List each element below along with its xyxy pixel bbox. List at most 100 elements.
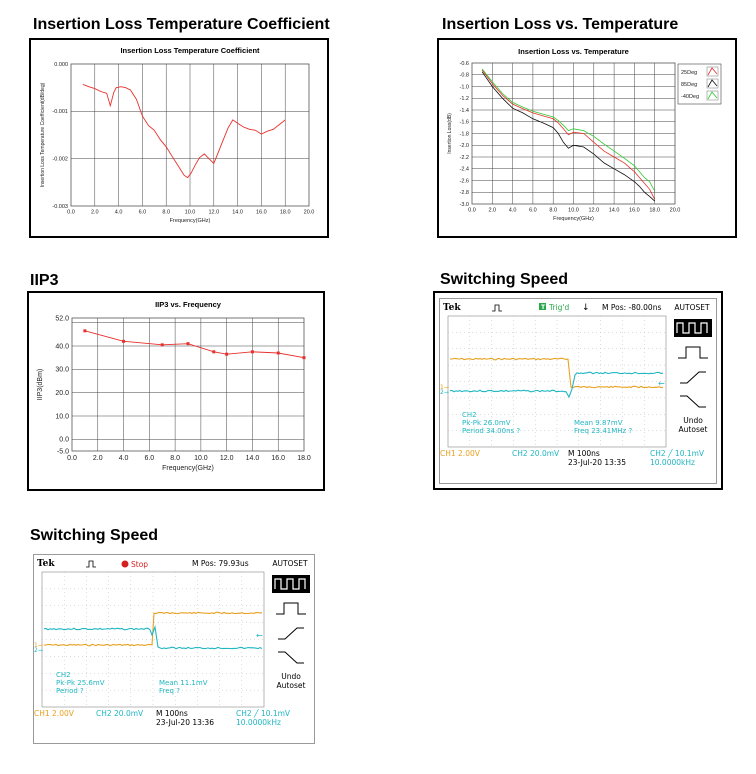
undo-autoset-label: Autoset <box>277 681 306 690</box>
multi-cycle-icon <box>676 322 708 334</box>
single-cycle-icon <box>678 346 708 359</box>
y-tick-label: 0.0 <box>59 437 69 444</box>
x-axis-label: Frequency(GHz) <box>553 216 594 222</box>
y-tick-label: -1.8 <box>460 131 469 137</box>
multi-cycle-icon <box>274 578 306 590</box>
x-tick-label: 8.0 <box>162 210 170 216</box>
x-axis-label: Frequency(GHz) <box>170 218 211 224</box>
series-line-1 <box>481 71 655 202</box>
section-title-switch-2: Switching Speed <box>30 527 159 544</box>
meas-freq: Freq 23.41MHz ? <box>574 427 632 435</box>
y-tick-label: -2.2 <box>460 155 469 161</box>
meas-channel: CH2 <box>56 671 71 679</box>
ch1-ground-marker: 1→ <box>440 384 449 391</box>
data-point <box>302 356 306 360</box>
y-axis-label: Insertion Loss(dB) <box>447 113 453 154</box>
x-tick-label: 10.0 <box>185 210 196 216</box>
scope-date: 23-Jul-20 13:36 <box>156 718 214 727</box>
x-axis-label: Frequency(GHz) <box>162 465 214 472</box>
single-cycle-icon <box>276 602 306 615</box>
scope-2-svg: Tek Stop M Pos: 79.93us AUTOSET 1→2→ ← CH2Pk-P… <box>34 559 310 727</box>
series-line-2 <box>481 68 656 192</box>
x-tick-label: 0.0 <box>67 210 75 216</box>
meas-period: Period 34.00ns ? <box>462 427 520 435</box>
x-tick-label: 8.0 <box>549 208 557 214</box>
iip3-chart-svg: IIP3 vs. Frequency 0.0 2.0 4.0 6.0 8.0 10.0 12.… <box>37 300 311 472</box>
y-tick-label: -2.8 <box>460 190 469 196</box>
y-tick-label: -1.6 <box>460 120 469 126</box>
chart-title: Insertion Loss vs. Temperature <box>518 47 629 56</box>
y-tick-label: -2.0 <box>460 143 469 149</box>
section-title-iip3: IIP3 <box>30 272 59 289</box>
x-tick-label: 4.0 <box>509 208 517 214</box>
meas-channel: CH2 <box>462 411 477 419</box>
ch2-ground-marker: 2→ <box>34 647 43 654</box>
chart-title: IIP3 vs. Frequency <box>155 300 222 309</box>
x-tick-label: 8.0 <box>170 455 180 462</box>
y-tick-label: -0.003 <box>52 204 68 210</box>
autoset-label: AUTOSET <box>674 303 710 312</box>
x-tick-label: 12.0 <box>220 455 234 462</box>
ch2-scale: CH2 20.0mV <box>96 709 144 718</box>
y-tick-label: 52.0 <box>55 315 69 322</box>
falling-edge-icon <box>680 395 706 408</box>
x-tick-label: 12.0 <box>208 210 219 216</box>
x-tick-label: 12.0 <box>588 208 599 214</box>
x-tick-label: 6.0 <box>139 210 147 216</box>
x-tick-label: 2.0 <box>93 455 103 462</box>
time-scale: M 100ns <box>156 709 188 718</box>
autoset-label: AUTOSET <box>272 559 308 568</box>
scope-panel-2: Tek Stop M Pos: 79.93us AUTOSET 1→ 2→ ← CH2 Pk-P… <box>27 548 324 748</box>
y-tick-label: 30.0 <box>55 367 69 374</box>
ch2-waveform <box>449 371 664 399</box>
data-point <box>212 350 216 354</box>
trigger-setting: CH2 ╱ 10.1mV <box>650 449 705 458</box>
trigger-level-arrow-icon: ← <box>658 379 665 388</box>
undo-label: Undo <box>683 416 703 425</box>
ch2-scale: CH2 20.0mV <box>512 449 560 458</box>
y-tick-label: -1.0 <box>460 84 469 90</box>
data-point <box>186 342 190 346</box>
ch1-ground-marker: 1→ <box>34 642 43 649</box>
legend-swatch-box <box>706 66 719 77</box>
x-tick-label: 10.0 <box>568 208 579 214</box>
x-tick-label: 18.0 <box>297 455 311 462</box>
y-tick-label: -1.2 <box>460 96 469 102</box>
undo-autoset-label: Autoset <box>679 425 708 434</box>
meas-period: Period ? <box>56 687 84 695</box>
scope-status: Trig'd <box>548 303 569 312</box>
time-scale: M 100ns <box>568 449 600 458</box>
ch1-waveform <box>449 357 664 389</box>
legend-swatch-line <box>707 79 718 88</box>
x-tick-label: 10.0 <box>194 455 208 462</box>
series-line-0 <box>481 69 656 200</box>
undo-label: Undo <box>281 672 301 681</box>
y-tick-label: 20.0 <box>55 390 69 397</box>
scope-date: 23-Jul-20 13:35 <box>568 458 626 467</box>
legend-label: -40Deg <box>681 94 699 100</box>
x-tick-label: 2.0 <box>488 208 496 214</box>
x-tick-label: 4.0 <box>119 455 129 462</box>
x-tick-label: 14.0 <box>232 210 243 216</box>
trigger-level-arrow-icon: ← <box>256 631 263 640</box>
legend-swatch-box <box>706 90 719 101</box>
trigger-position-arrow-icon: ↓ <box>582 303 590 313</box>
data-point <box>83 329 87 333</box>
x-tick-label: 0.0 <box>67 455 77 462</box>
scope-mpos: M Pos: 79.93us <box>192 559 249 568</box>
scope-brand: Tek <box>37 559 55 569</box>
section-title-switch-1: Switching Speed <box>440 271 569 288</box>
x-tick-label: 16.0 <box>629 208 640 214</box>
y-tick-label: 0.000 <box>54 62 68 68</box>
y-axis-label: IIP3(dBm) <box>37 369 44 401</box>
scope-screen-2: Tek Stop M Pos: 79.93us AUTOSET 1→ 2→ ← CH2 Pk-P… <box>33 554 315 744</box>
data-point <box>250 350 254 354</box>
il-coef-chart-svg: Insertion Loss Temperature Coefficient 0.… <box>40 46 314 224</box>
rising-edge-icon <box>680 371 706 384</box>
scope-mpos: M Pos: -80.00ns <box>602 303 661 312</box>
trigd-letter-icon: T <box>541 304 546 311</box>
x-tick-label: 2.0 <box>91 210 99 216</box>
il-temp-chart: Insertion Loss vs. Temperature 0.0 2.0 4.0 6… <box>437 38 737 238</box>
data-point <box>276 351 280 355</box>
y-tick-label: -2.4 <box>460 167 469 173</box>
